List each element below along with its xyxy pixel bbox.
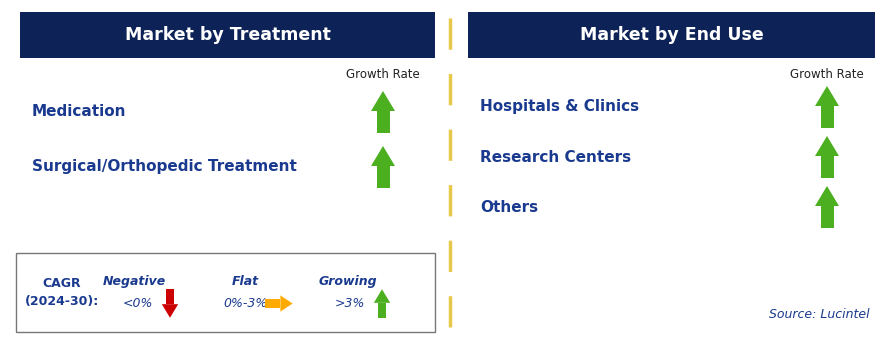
Text: Surgical/Orthopedic Treatment: Surgical/Orthopedic Treatment [32,159,296,174]
Text: Growth Rate: Growth Rate [346,67,419,80]
Text: Flat: Flat [232,275,258,288]
Text: 0%-3%: 0%-3% [223,297,267,310]
Text: Medication: Medication [32,105,127,119]
FancyBboxPatch shape [16,253,435,332]
Polygon shape [165,289,174,304]
Text: CAGR: CAGR [42,277,81,290]
Polygon shape [820,106,834,128]
Polygon shape [378,303,387,318]
Polygon shape [820,206,834,228]
Polygon shape [373,289,390,303]
Text: Market by Treatment: Market by Treatment [125,26,330,44]
Text: Others: Others [480,199,538,214]
Text: Research Centers: Research Centers [480,149,631,165]
Text: (2024-30):: (2024-30): [25,295,99,308]
Polygon shape [281,295,293,312]
Polygon shape [376,111,389,133]
Text: Market by End Use: Market by End Use [580,26,764,44]
Polygon shape [162,304,178,318]
Polygon shape [815,86,839,106]
Polygon shape [815,186,839,206]
Text: Growth Rate: Growth Rate [790,67,864,80]
Text: >3%: >3% [335,297,366,310]
Text: Growing: Growing [319,275,377,288]
Text: Source: Lucintel: Source: Lucintel [769,307,870,320]
Text: <0%: <0% [123,297,153,310]
Polygon shape [371,146,395,166]
Text: Hospitals & Clinics: Hospitals & Clinics [480,100,639,115]
FancyBboxPatch shape [468,12,875,58]
Polygon shape [376,166,389,188]
Polygon shape [815,136,839,156]
Polygon shape [820,156,834,178]
Polygon shape [371,91,395,111]
Polygon shape [266,299,281,308]
Text: Negative: Negative [103,275,165,288]
FancyBboxPatch shape [20,12,435,58]
